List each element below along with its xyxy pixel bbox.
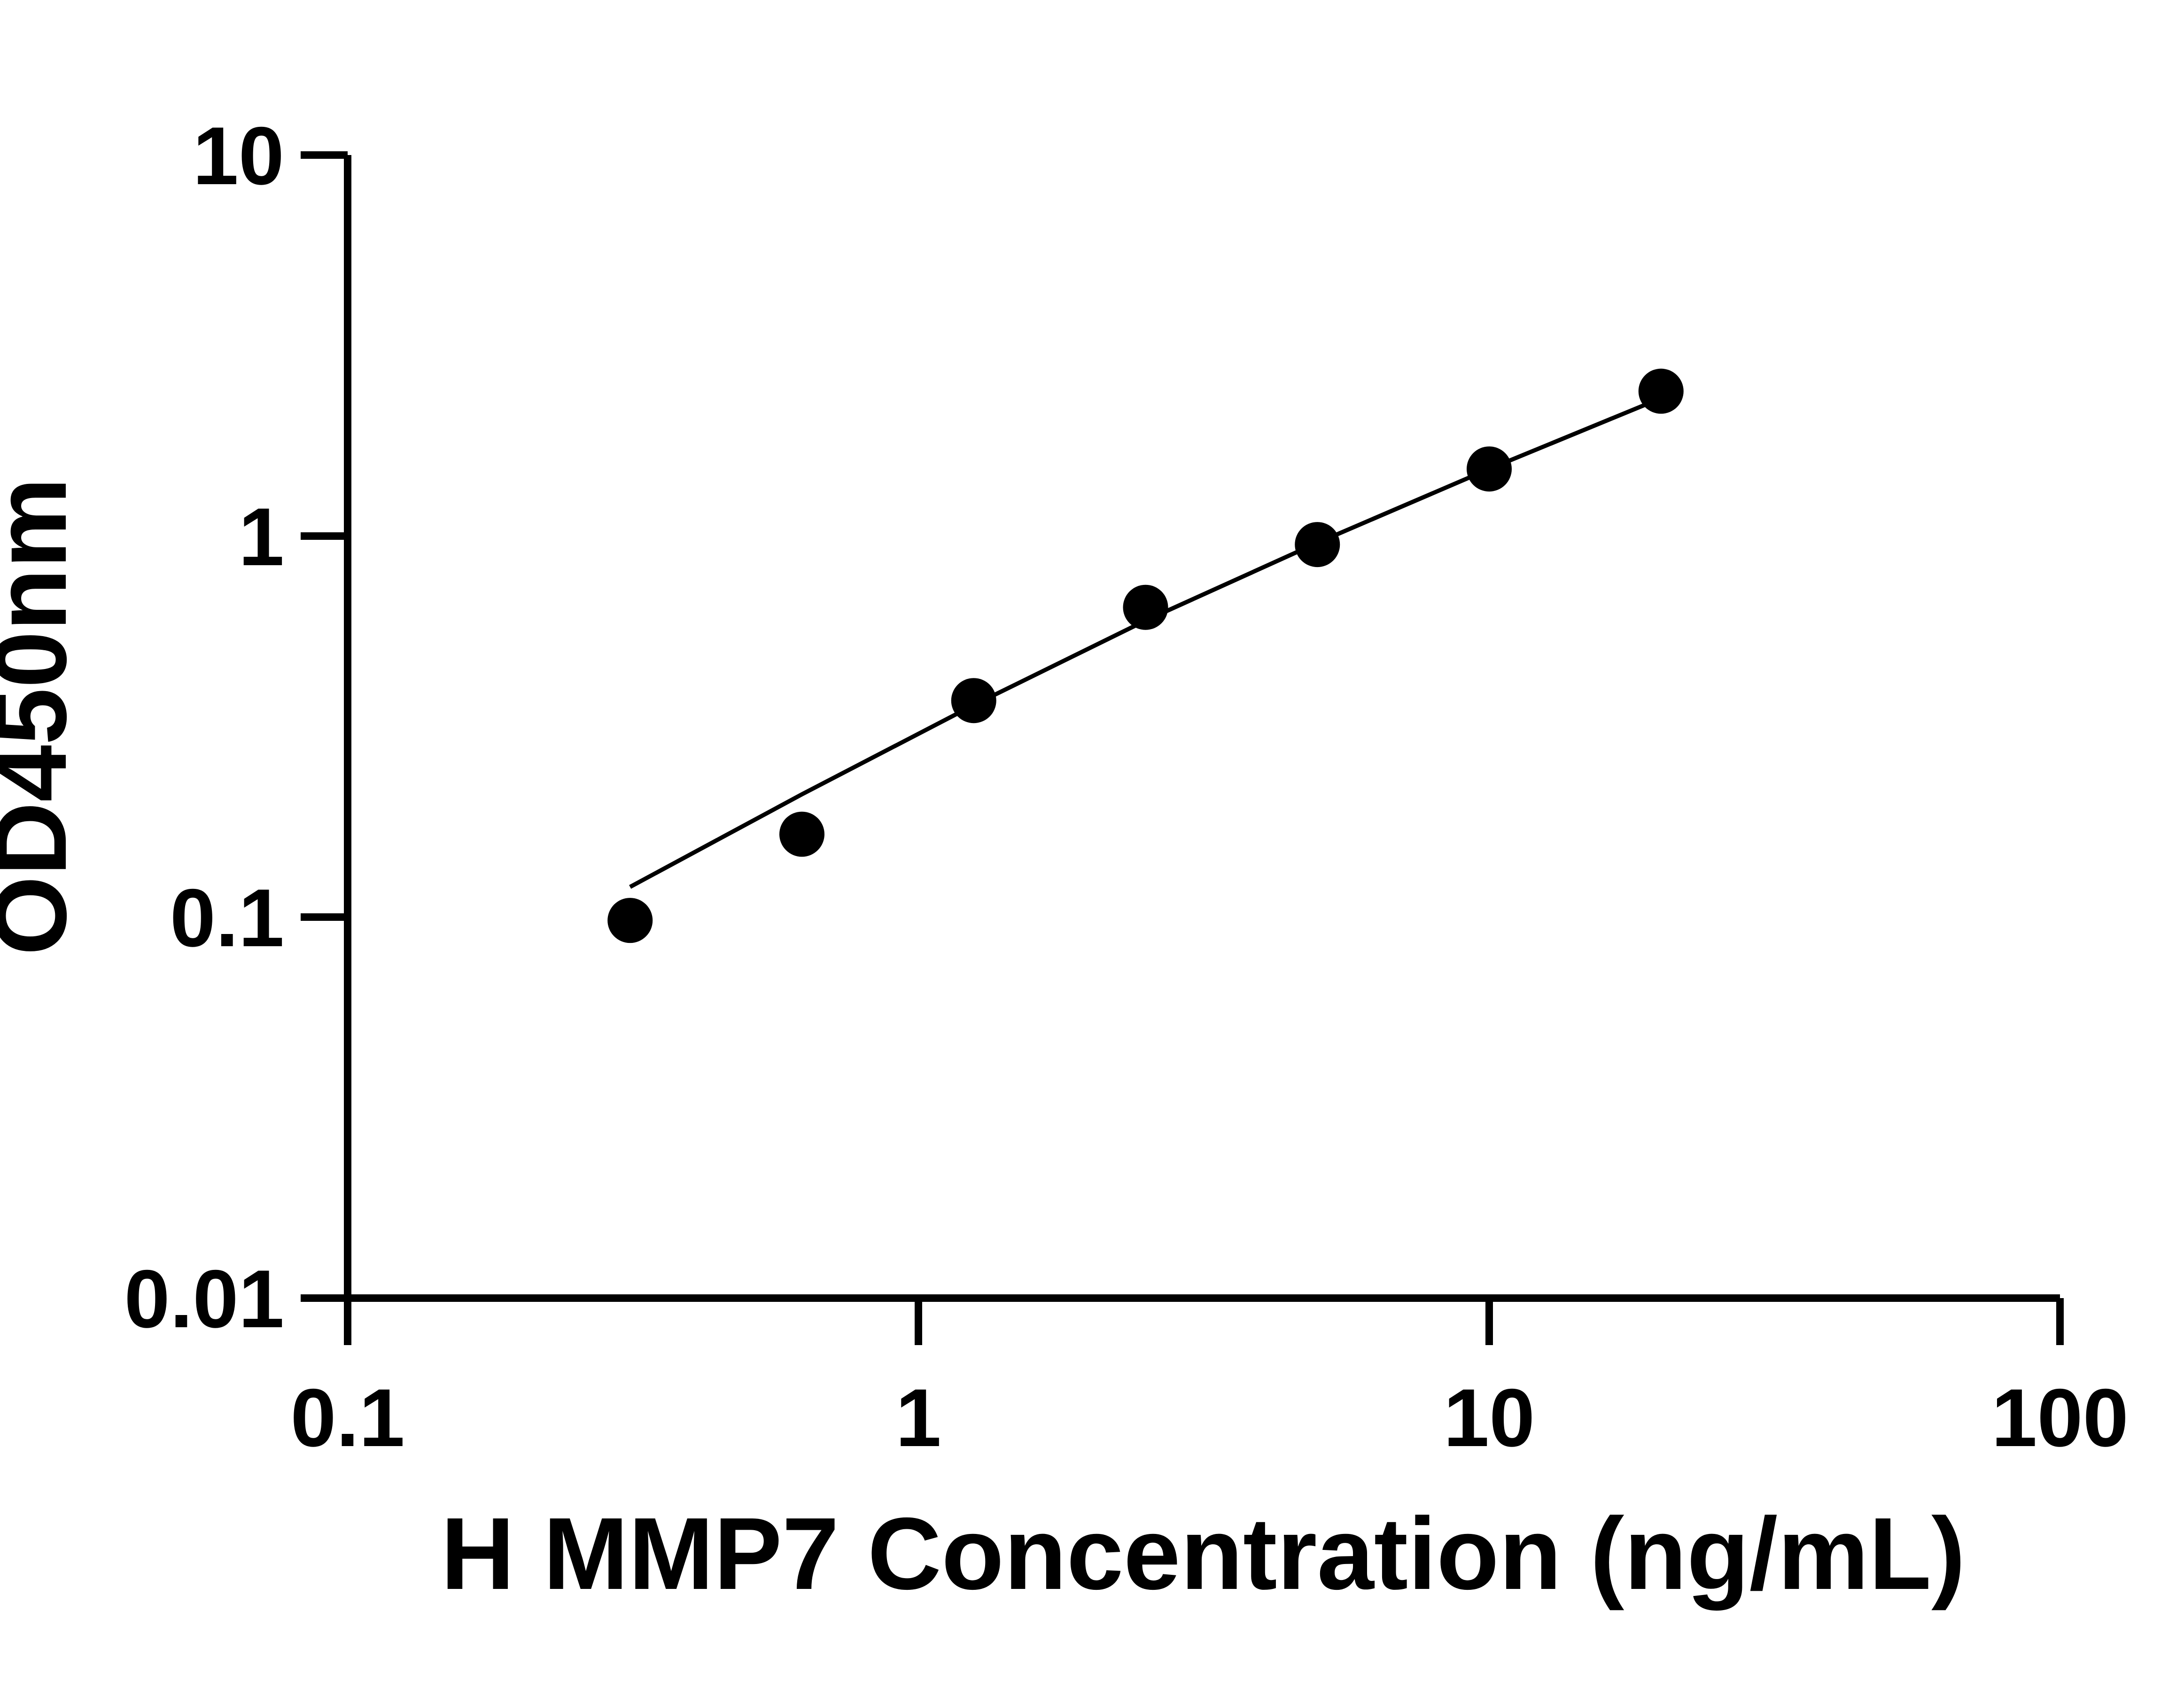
data-point	[779, 811, 824, 857]
x-tick-label: 10	[1444, 1372, 1535, 1464]
y-axis-label: OD450nm	[0, 477, 88, 956]
data-point	[1638, 368, 1684, 414]
x-tick-label: 0.1	[290, 1372, 404, 1464]
data-point	[1123, 584, 1168, 630]
x-axis: 0.1 1 10 100	[290, 1294, 2129, 1464]
data-point	[951, 678, 996, 724]
y-axis: 0.01 0.1 1 10	[124, 110, 351, 1345]
data-point	[1295, 522, 1340, 568]
data-points-group	[607, 368, 1684, 943]
x-tick-label: 1	[895, 1372, 941, 1464]
y-tick-label: 0.1	[170, 872, 284, 964]
y-tick-label: 0.01	[124, 1253, 284, 1345]
data-point	[1467, 446, 1512, 492]
x-axis-label: H MMP7 Concentration (ng/mL)	[441, 1497, 1966, 1611]
x-tick-label: 100	[1991, 1372, 2129, 1464]
y-tick-label: 1	[239, 491, 284, 583]
data-point	[607, 898, 653, 943]
y-tick-label: 10	[193, 110, 284, 202]
